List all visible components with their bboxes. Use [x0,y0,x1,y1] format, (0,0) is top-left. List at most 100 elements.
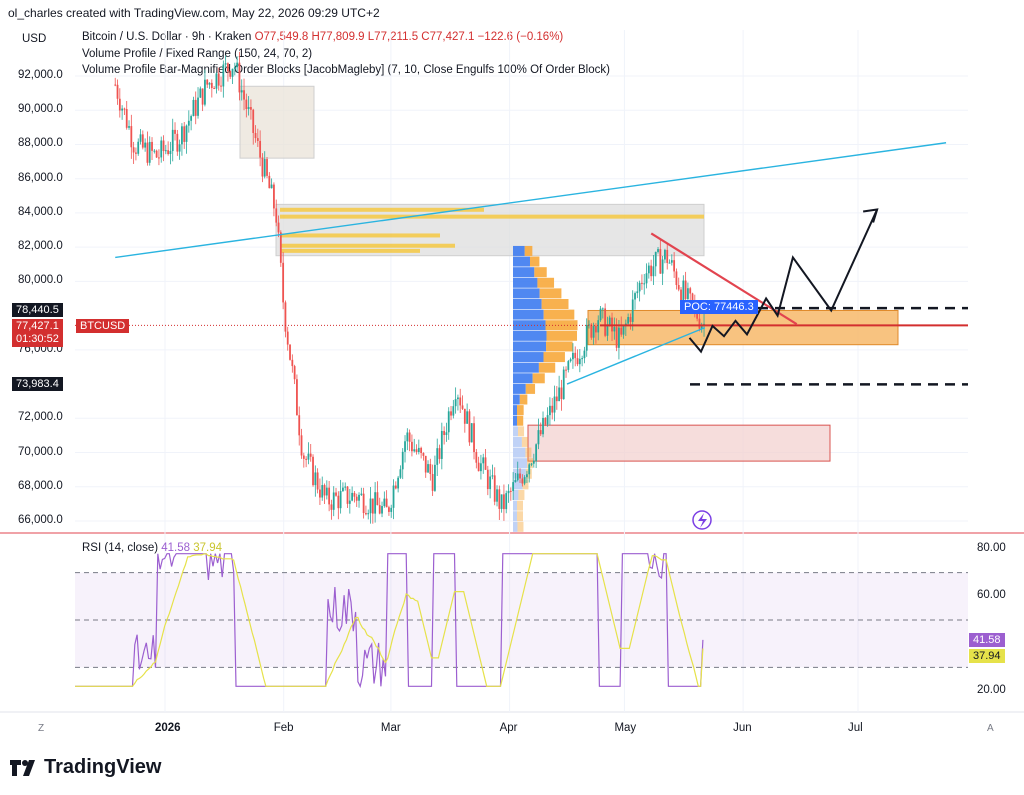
candle-body [700,325,703,329]
volume-profile-bar [513,288,540,299]
candle-body [445,432,448,436]
candle-body [477,462,480,472]
candle-body [116,84,119,99]
indicator-volume-profile[interactable]: Volume Profile / Fixed Range (150, 24, 7… [82,48,313,60]
volume-profile-bar [546,341,573,352]
candle-body [553,396,556,413]
candle-body [461,405,464,409]
symbol-legend[interactable]: Bitcoin / U.S. Dollar · 9h · Kraken O77,… [82,31,563,43]
candle-body [457,397,459,400]
candle-body [236,62,239,68]
candle-body [608,317,611,325]
volume-profile-bar [513,405,517,416]
candle-body [394,485,397,489]
candle-body [670,260,673,263]
candle-body [277,222,280,233]
candle-body [194,99,197,116]
candle-body [293,366,296,380]
candle-body [148,141,151,163]
candle-body [325,487,328,496]
volume-profile-bar [280,207,484,212]
chart-attribution: ol_charles created with TradingView.com,… [8,6,380,20]
candle-body [514,480,517,483]
trendline [115,142,947,259]
candle-body [569,359,572,362]
rsi-legend[interactable]: RSI (14, close) 41.58 37.94 [82,542,222,554]
volume-profile-bar [517,521,524,532]
candle-body [507,490,510,494]
candle-body [302,455,305,459]
candle-body [328,487,331,505]
candle-body [631,299,634,322]
candle-body [668,262,671,264]
candle-body [167,150,170,155]
candle-body [659,249,662,274]
candle-body [634,293,636,300]
candle-body [388,507,390,512]
candle-body [530,463,533,465]
volume-profile-bar [517,500,523,511]
candle-body [314,472,317,486]
volume-profile-bar [513,299,542,310]
currency-label: USD [22,33,47,45]
volume-profile-bar [525,383,536,394]
volume-profile-bar [546,330,578,341]
poc-label: POC: 77446.3 [680,300,758,314]
candle-body [604,308,607,336]
candle-body [261,157,264,177]
candle-body [206,79,209,85]
volume-profile-bar [513,320,546,331]
candle-body [307,453,310,460]
candle-body [620,327,623,335]
candle-body [275,208,278,223]
candle-body [654,251,657,267]
candle-body [323,485,326,496]
candle-body [319,489,321,498]
rsi-legend-ma: 37.94 [193,542,223,554]
candle-body [576,358,579,365]
volume-profile-bar [513,373,533,384]
candle-body [463,408,466,424]
candle-body [486,469,489,490]
candle-body [657,249,659,252]
candle-body [599,308,602,321]
indicator-order-blocks[interactable]: Volume Profile Bar-Magnified Order Block… [82,64,610,76]
candle-body [190,116,193,121]
price-axis-tick: 80,000.0 [18,274,63,287]
candle-body [296,379,298,416]
volume-profile-bar [534,267,547,278]
candle-body [528,464,531,475]
candle-body [562,369,565,400]
candle-body [240,90,243,93]
time-axis-tick: Apr [499,722,518,734]
candle-body [259,140,262,158]
candle-body [431,474,434,491]
candle-body [183,126,186,142]
candle-body [565,369,567,371]
volume-profile-bar [513,436,522,447]
candle-body [549,405,551,416]
candle-body [627,317,630,324]
candle-body [268,175,271,189]
volume-profile-bar [541,299,569,310]
candle-body [406,432,409,442]
timezone-toggle[interactable]: Z [38,723,45,734]
candle-body [185,125,188,142]
candle-body [505,493,508,510]
candle-body [574,352,577,359]
volume-profile-bar [513,352,544,363]
volume-profile-bar [513,245,525,256]
candle-body [680,289,682,302]
candle-body [397,477,400,489]
candle-body [213,88,216,90]
candle-body [224,63,227,65]
candle-body [171,129,174,152]
candle-body [305,458,308,460]
tradingview-logo-icon [10,759,35,776]
candle-body [330,504,333,510]
candle-body [337,495,340,509]
candle-body [360,493,363,495]
auto-scale-toggle[interactable]: A [987,723,994,734]
volume-profile-bar [513,309,544,320]
